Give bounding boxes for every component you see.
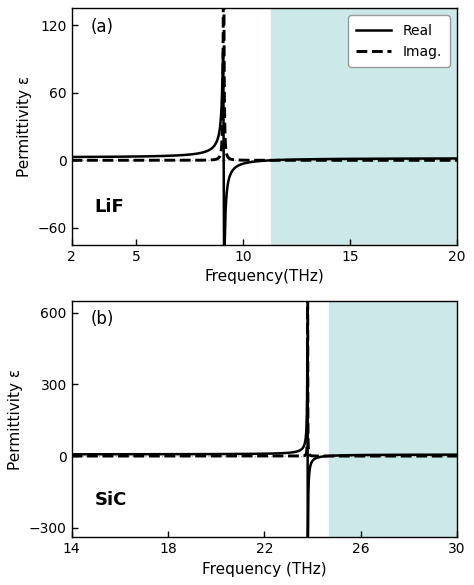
Text: SiC: SiC (95, 491, 127, 509)
Real (69, 153, 74, 160)
Real (454, 155, 460, 162)
Imag. (305, 236, 310, 243)
Real (162, 450, 167, 457)
Imag. (454, 453, 460, 460)
Imag. (69, 453, 74, 460)
Real (216, 450, 222, 457)
Real (305, 342, 310, 349)
Imag. (216, 154, 222, 161)
Line: Imag.: Imag. (72, 0, 457, 160)
Real (69, 451, 74, 458)
Bar (329, 301, 457, 537)
Legend: Real, Imag.: Real, Imag. (348, 15, 450, 67)
Real (216, 129, 222, 136)
Line: Real: Real (72, 53, 457, 263)
Imag. (278, 157, 283, 164)
X-axis label: Frequency(THz): Frequency(THz) (204, 269, 324, 284)
Y-axis label: Permittivity ε: Permittivity ε (17, 76, 32, 177)
Real (278, 450, 283, 457)
Imag. (162, 157, 167, 164)
Real (355, 155, 360, 162)
Imag. (69, 157, 74, 164)
Line: Real: Real (72, 346, 457, 563)
Real (355, 452, 360, 459)
Imag. (278, 453, 283, 460)
Text: (b): (b) (91, 310, 114, 328)
Line: Imag.: Imag. (72, 239, 457, 456)
Real (301, 156, 307, 163)
Real (95, 451, 100, 458)
X-axis label: Frequency (THz): Frequency (THz) (202, 562, 327, 577)
Real (220, 49, 226, 56)
Imag. (95, 453, 100, 460)
Text: LiF: LiF (95, 198, 125, 216)
Real (305, 559, 310, 566)
Y-axis label: Permittivity ε: Permittivity ε (9, 369, 23, 470)
Real (454, 451, 460, 458)
Imag. (216, 453, 222, 460)
Real (301, 443, 307, 450)
Imag. (355, 453, 360, 460)
Imag. (454, 157, 460, 164)
Imag. (301, 157, 307, 164)
Bar (271, 8, 457, 245)
Text: (a): (a) (91, 18, 114, 36)
Real (162, 153, 167, 160)
Real (221, 260, 227, 267)
Imag. (95, 157, 100, 164)
Imag. (355, 157, 360, 164)
Real (278, 156, 283, 163)
Real (95, 153, 100, 160)
Imag. (162, 453, 167, 460)
Imag. (301, 452, 307, 459)
